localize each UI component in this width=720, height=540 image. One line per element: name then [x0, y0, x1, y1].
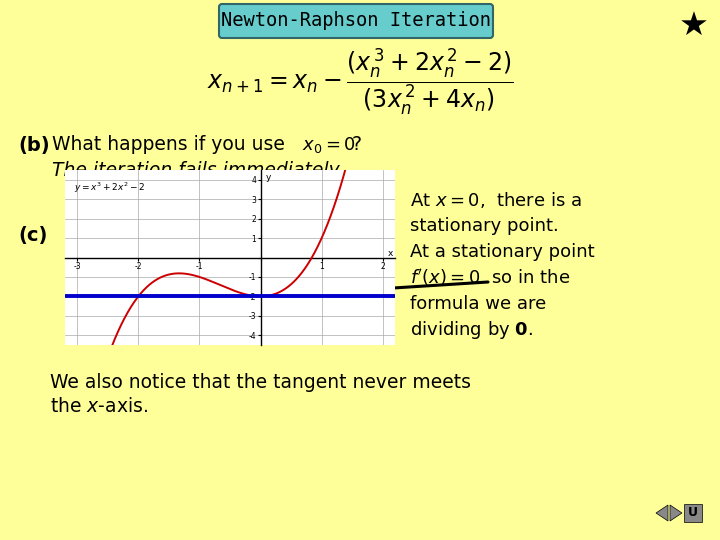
Text: $x_{n+1} = x_n - \dfrac{(x_n^{\,3} + 2x_n^{\,2} - 2)}{(3x_n^{\,2} + 4x_n)}$: $x_{n+1} = x_n - \dfrac{(x_n^{\,3} + 2x_… [207, 46, 513, 118]
Text: $y = x^3 + 2x^2 - 2$: $y = x^3 + 2x^2 - 2$ [74, 180, 145, 195]
Text: the $x$-axis.: the $x$-axis. [50, 397, 148, 416]
Text: $x_0 = 0$: $x_0 = 0$ [302, 135, 356, 155]
Text: ★: ★ [679, 10, 709, 43]
Text: At $x = 0$,  there is a: At $x = 0$, there is a [410, 190, 582, 210]
Text: x: x [387, 249, 393, 258]
Polygon shape [656, 505, 668, 521]
Text: $f'(x) = 0$  so in the: $f'(x) = 0$ so in the [410, 267, 570, 288]
Text: ?: ? [352, 136, 362, 154]
FancyBboxPatch shape [219, 4, 493, 38]
Text: stationary point.: stationary point. [410, 217, 559, 235]
Polygon shape [670, 505, 682, 521]
Text: The iteration fails immediately.: The iteration fails immediately. [52, 160, 344, 179]
Text: At a stationary point: At a stationary point [410, 243, 595, 261]
Text: We also notice that the tangent never meets: We also notice that the tangent never me… [50, 373, 471, 392]
Text: dividing by $\mathbf{0}$.: dividing by $\mathbf{0}$. [410, 319, 533, 341]
Text: (c): (c) [18, 226, 48, 245]
Text: Newton-Raphson Iteration: Newton-Raphson Iteration [221, 11, 491, 30]
FancyBboxPatch shape [684, 504, 702, 522]
Text: What happens if you use: What happens if you use [52, 136, 285, 154]
Text: U: U [688, 507, 698, 519]
Text: (b): (b) [18, 136, 50, 154]
Text: y: y [266, 173, 271, 183]
Text: formula we are: formula we are [410, 295, 546, 313]
